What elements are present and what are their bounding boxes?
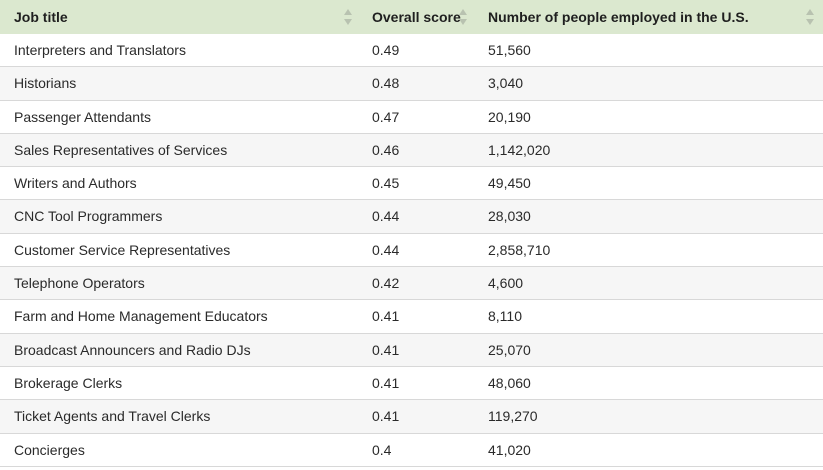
column-header-job-title[interactable]: Job title	[14, 9, 68, 25]
sort-arrows-icon[interactable]	[343, 7, 353, 27]
sort-arrows-icon[interactable]	[805, 7, 815, 27]
cell-job-title: Ticket Agents and Travel Clerks	[14, 408, 211, 425]
cell-employed: 3,040	[488, 75, 524, 92]
table-row: Brokerage Clerks 0.41 48,060	[0, 366, 823, 401]
table-row: Broadcast Announcers and Radio DJs 0.41 …	[0, 333, 823, 367]
cell-job-title: Interpreters and Translators	[14, 42, 186, 58]
table-body: Interpreters and Translators 0.49 51,560…	[0, 34, 823, 467]
cell-overall-score: 0.47	[372, 108, 400, 125]
cell-overall-score: 0.41	[372, 408, 400, 425]
table-header: Job title Overall score Number of people…	[0, 0, 823, 34]
cell-overall-score: 0.45	[372, 175, 400, 192]
cell-job-title: CNC Tool Programmers	[14, 208, 163, 225]
cell-overall-score: 0.42	[372, 275, 400, 292]
cell-employed: 119,270	[488, 408, 538, 425]
table-row: Farm and Home Management Educators 0.41 …	[0, 300, 823, 334]
cell-job-title: Farm and Home Management Educators	[14, 308, 268, 325]
column-header-overall-score[interactable]: Overall score	[372, 9, 461, 25]
cell-employed: 20,190	[488, 108, 531, 125]
cell-job-title: Concierges	[14, 441, 85, 458]
cell-employed: 49,450	[488, 175, 531, 192]
cell-employed: 8,110	[488, 308, 522, 325]
table-row: Sales Representatives of Services 0.46 1…	[0, 133, 823, 168]
table-row: Writers and Authors 0.45 49,450	[0, 167, 823, 201]
cell-overall-score: 0.48	[372, 75, 400, 92]
table-row: Ticket Agents and Travel Clerks 0.41 119…	[0, 400, 823, 434]
cell-overall-score: 0.44	[372, 208, 400, 225]
cell-job-title: Telephone Operators	[14, 275, 145, 292]
column-header-employed[interactable]: Number of people employed in the U.S.	[488, 9, 749, 25]
cell-job-title: Passenger Attendants	[14, 108, 151, 125]
cell-job-title: Historians	[14, 75, 77, 92]
cell-job-title: Customer Service Representatives	[14, 241, 231, 258]
cell-employed: 28,030	[488, 208, 531, 225]
table-row: Customer Service Representatives 0.44 2,…	[0, 233, 823, 268]
table-row: CNC Tool Programmers 0.44 28,030	[0, 200, 823, 234]
cell-job-title: Brokerage Clerks	[14, 374, 123, 391]
cell-employed: 41,020	[488, 441, 531, 458]
table-row: Passenger Attendants 0.47 20,190	[0, 100, 823, 134]
cell-job-title: Writers and Authors	[14, 175, 137, 192]
cell-overall-score: 0.49	[372, 42, 400, 58]
cell-employed: 2,858,710	[488, 241, 551, 258]
cell-employed: 4,600	[488, 275, 524, 292]
cell-overall-score: 0.44	[372, 241, 400, 258]
cell-overall-score: 0.41	[372, 308, 400, 325]
table-row: Concierges 0.4 41,020	[0, 433, 823, 467]
table-row: Telephone Operators 0.42 4,600	[0, 267, 823, 301]
cell-overall-score: 0.41	[372, 341, 400, 358]
cell-overall-score: 0.41	[372, 374, 400, 391]
cell-employed: 25,070	[488, 341, 531, 358]
cell-job-title: Sales Representatives of Services	[14, 141, 228, 158]
table-row: Historians 0.48 3,040	[0, 67, 823, 101]
cell-employed: 1,142,020	[488, 141, 551, 158]
cell-overall-score: 0.46	[372, 141, 400, 158]
cell-job-title: Broadcast Announcers and Radio DJs	[14, 341, 251, 358]
cell-employed: 51,560	[488, 42, 531, 58]
table-row: Interpreters and Translators 0.49 51,560	[0, 34, 823, 68]
sort-arrows-icon[interactable]	[458, 7, 468, 27]
cell-employed: 48,060	[488, 374, 531, 391]
cell-overall-score: 0.4	[372, 441, 392, 458]
